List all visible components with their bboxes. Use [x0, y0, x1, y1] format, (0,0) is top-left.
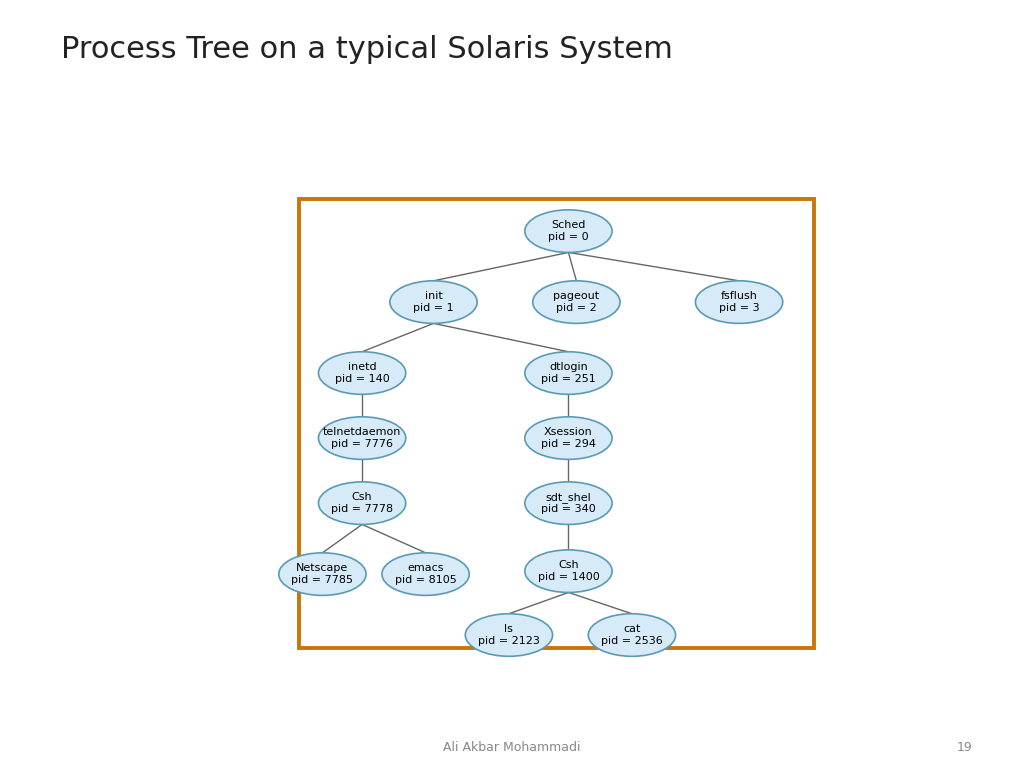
Ellipse shape — [532, 281, 621, 323]
Ellipse shape — [390, 281, 477, 323]
Ellipse shape — [525, 417, 612, 459]
Text: Sched
pid = 0: Sched pid = 0 — [548, 220, 589, 242]
Ellipse shape — [588, 614, 676, 657]
Ellipse shape — [318, 482, 406, 525]
Ellipse shape — [318, 417, 406, 459]
Text: dtlogin
pid = 251: dtlogin pid = 251 — [541, 362, 596, 384]
Text: fsflush
pid = 3: fsflush pid = 3 — [719, 291, 760, 313]
Text: Ali Akbar Mohammadi: Ali Akbar Mohammadi — [443, 741, 581, 754]
Text: Xsession
pid = 294: Xsession pid = 294 — [541, 427, 596, 449]
Ellipse shape — [318, 352, 406, 394]
Text: 19: 19 — [957, 741, 973, 754]
FancyBboxPatch shape — [299, 199, 814, 648]
Ellipse shape — [465, 614, 553, 657]
Ellipse shape — [695, 281, 782, 323]
Text: Csh
pid = 1400: Csh pid = 1400 — [538, 561, 599, 582]
Text: Csh
pid = 7778: Csh pid = 7778 — [331, 492, 393, 514]
Text: ls
pid = 2123: ls pid = 2123 — [478, 624, 540, 646]
Text: pageout
pid = 2: pageout pid = 2 — [553, 291, 599, 313]
Ellipse shape — [382, 553, 469, 595]
Text: sdt_shel
pid = 340: sdt_shel pid = 340 — [541, 492, 596, 515]
Text: cat
pid = 2536: cat pid = 2536 — [601, 624, 663, 646]
Text: init
pid = 1: init pid = 1 — [414, 291, 454, 313]
Ellipse shape — [525, 482, 612, 525]
Ellipse shape — [525, 352, 612, 394]
Text: Netscape
pid = 7785: Netscape pid = 7785 — [292, 563, 353, 585]
Text: Process Tree on a typical Solaris System: Process Tree on a typical Solaris System — [61, 35, 674, 64]
Text: telnetdaemon
pid = 7776: telnetdaemon pid = 7776 — [323, 427, 401, 449]
Ellipse shape — [279, 553, 367, 595]
Text: inetd
pid = 140: inetd pid = 140 — [335, 362, 389, 384]
Ellipse shape — [525, 550, 612, 592]
Ellipse shape — [525, 210, 612, 253]
Text: emacs
pid = 8105: emacs pid = 8105 — [394, 563, 457, 585]
